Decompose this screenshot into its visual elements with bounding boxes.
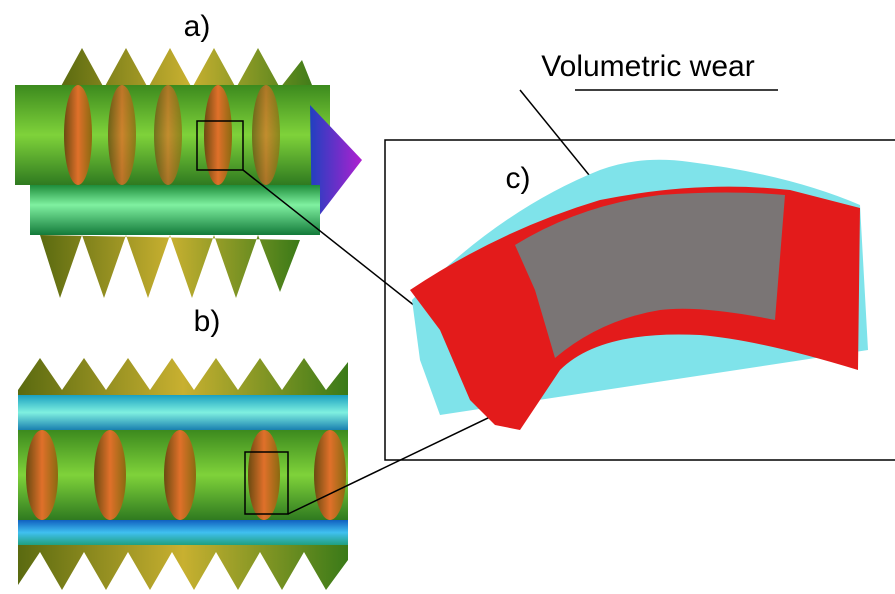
label-c: c)	[506, 162, 531, 195]
page: a) b) c) Volumetric wear	[0, 0, 895, 594]
figure: a) b) c) Volumetric wear	[0, 0, 895, 594]
screw-b	[18, 358, 348, 590]
label-b: b)	[194, 305, 221, 338]
callout-text: Volumetric wear	[541, 50, 754, 83]
callout-leader	[520, 90, 598, 186]
wear-surface	[410, 160, 868, 430]
label-a: a)	[184, 10, 211, 43]
screw-a	[15, 48, 362, 298]
